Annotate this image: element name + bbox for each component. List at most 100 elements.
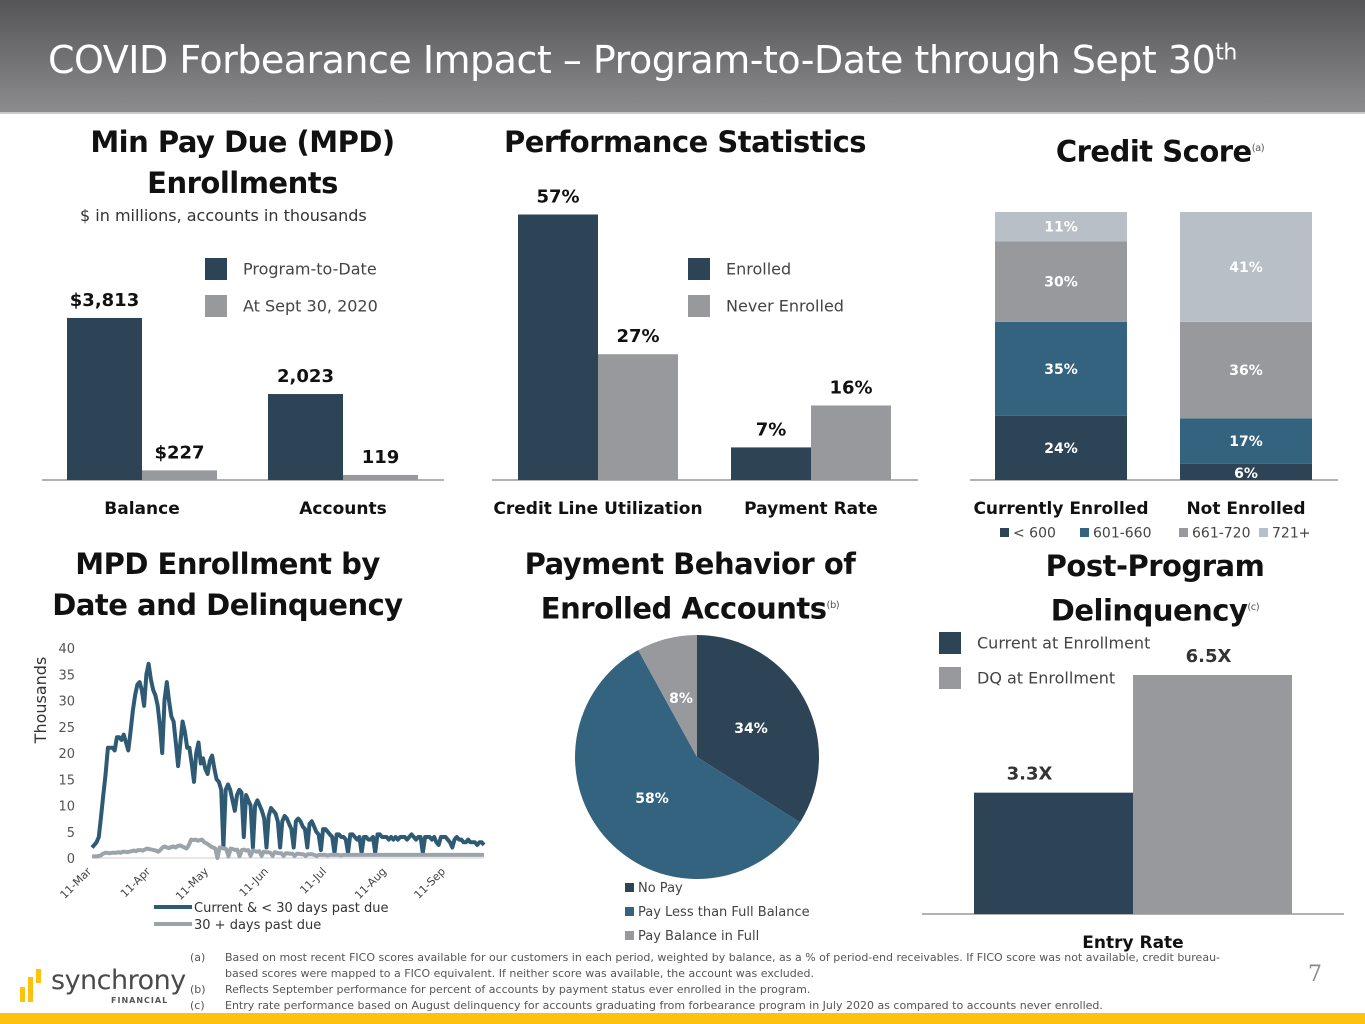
perf-title: Performance Statistics [503,125,867,159]
line-legend-30plus-label: 30 + days past due [194,918,321,933]
line-series-30plus [92,837,484,860]
line-x-tick: 11-Aug [352,865,389,902]
line-title: MPD Enrollment by Date and Delinquency [52,547,403,622]
credit-segment-label: 30% [1044,275,1078,291]
perf-category-label: Payment Rate [744,499,878,519]
mpd-data-label: $227 [154,442,204,463]
credit-segment-label: 6% [1234,466,1258,482]
pie-slice [575,650,800,879]
credit-segment [995,321,1127,416]
title-banner: COVID Forbearance Impact – Program-to-Da… [0,0,1365,114]
pie-legend-swatch [625,883,634,892]
credit-segment-label: 24% [1044,441,1078,457]
post-legend-dq-swatch [939,667,961,689]
post-legend-current-swatch [939,632,961,654]
mpd-bar [142,470,217,480]
perf-bar [598,354,678,480]
post-legend-dq-label: DQ at Enrollment [977,669,1115,688]
credit-category-label: Currently Enrolled [973,499,1148,519]
pie-legend-label: Pay Less than Full Balance [638,905,810,920]
post-data-label: 6.5X [1186,646,1232,667]
credit-category-label: Not Enrolled [1186,499,1305,519]
perf-data-label: 27% [616,326,659,347]
footnote-a: (a) Based on most recent FICO scores avai… [190,951,1221,980]
footnote-b: (b) Reflects September performance for pe… [190,983,811,996]
line-y-tick: 5 [67,826,75,841]
mpd-legend-sept30-swatch [205,295,227,317]
accent-bar [0,1013,1365,1024]
mpd-title: Min Pay Due (MPD) Enrollments [90,125,395,200]
post-legend-current-label: Current at Enrollment [977,634,1150,653]
perf-bar [731,447,811,480]
line-x-tick: 11-Jun [237,865,272,900]
synchrony-logo: synchrony FINANCIAL [18,965,188,1011]
credit-segment-label: 11% [1044,220,1078,236]
line-x-tick: 11-Mar [58,865,95,902]
line-y-tick: 25 [58,721,75,736]
logo-wordmark: synchrony [51,965,186,996]
perf-data-label: 7% [756,419,787,440]
perf-bar [518,214,598,480]
line-x-tick: 11-Apr [118,865,154,901]
credit-title: Credit Score(a) [1055,134,1265,169]
mpd-category-label: Balance [104,499,179,519]
mpd-data-label: 2,023 [277,366,334,387]
pie-legend-swatch [625,907,634,916]
credit-legend-item-label: 601-660 [1093,525,1152,541]
line-series-current [90,661,486,855]
credit-segment [1180,212,1312,322]
mpd-legend-sept30-label: At Sept 30, 2020 [243,297,378,316]
credit-segment [995,241,1127,322]
credit-legend-item-swatch [1000,528,1009,537]
pie-slice-label: 58% [635,791,669,807]
credit-segment [1180,418,1312,464]
pie-legend-label: No Pay [638,881,683,896]
credit-segment [1180,463,1312,480]
line-y-tick: 0 [67,852,75,867]
logo-bars-icon [20,969,41,1002]
pie-slice-label: 8% [669,691,693,707]
pie-legend-swatch [625,931,634,940]
post-data-label: 3.3X [1007,764,1053,785]
credit-legend-item-swatch [1259,528,1268,537]
line-y-tick: 15 [58,773,75,788]
credit-legend-item-label: 661-720 [1192,525,1251,541]
footnotes: (a) Based on most recent FICO scores avai… [190,950,1245,1014]
line-x-tick: 11-Sep [412,865,449,902]
credit-legend-item-label: < 600 [1013,525,1056,541]
perf-legend-never-swatch [688,295,710,317]
line-y-tick: 20 [58,747,75,762]
mpd-bar [67,317,142,480]
post-title: Post-Program Delinquency(c) [1045,549,1265,628]
mpd-data-label: $3,813 [70,290,139,311]
pie-slice-label: 34% [734,721,768,737]
pie-slice [638,635,697,757]
mpd-bar [268,394,343,480]
footnote-c: (c) Entry rate performance based on Augus… [190,999,1103,1012]
perf-category-label: Credit Line Utilization [493,499,702,519]
line-y-tick: 30 [58,695,75,710]
page-number: 7 [1308,962,1322,987]
perf-data-label: 57% [536,187,579,208]
post-bar [1133,675,1292,914]
line-x-tick: 11-Jul [297,865,329,897]
pie-legend-label: Pay Balance in Full [638,929,759,944]
perf-legend-never-label: Never Enrolled [726,297,844,316]
credit-segment [1180,321,1312,419]
mpd-category-label: Accounts [299,499,386,519]
line-x-tick: 11-May [173,865,211,903]
mpd-subtitle: $ in millions, accounts in thousands [80,206,367,225]
credit-legend-item-swatch [1179,528,1188,537]
credit-legend-item-label: 721+ [1272,525,1310,541]
line-y-tick: 40 [58,642,75,657]
credit-segment [995,415,1127,480]
line-y-tick: 10 [58,800,75,815]
credit-segment-label: 36% [1229,363,1263,379]
post-bar [974,792,1133,914]
pie-slice [697,635,820,823]
mpd-bar [343,474,418,480]
perf-bar [811,405,891,480]
perf-data-label: 16% [829,377,872,398]
mpd-legend-ptd-swatch [205,258,227,280]
perf-legend-enrolled-swatch [688,258,710,280]
